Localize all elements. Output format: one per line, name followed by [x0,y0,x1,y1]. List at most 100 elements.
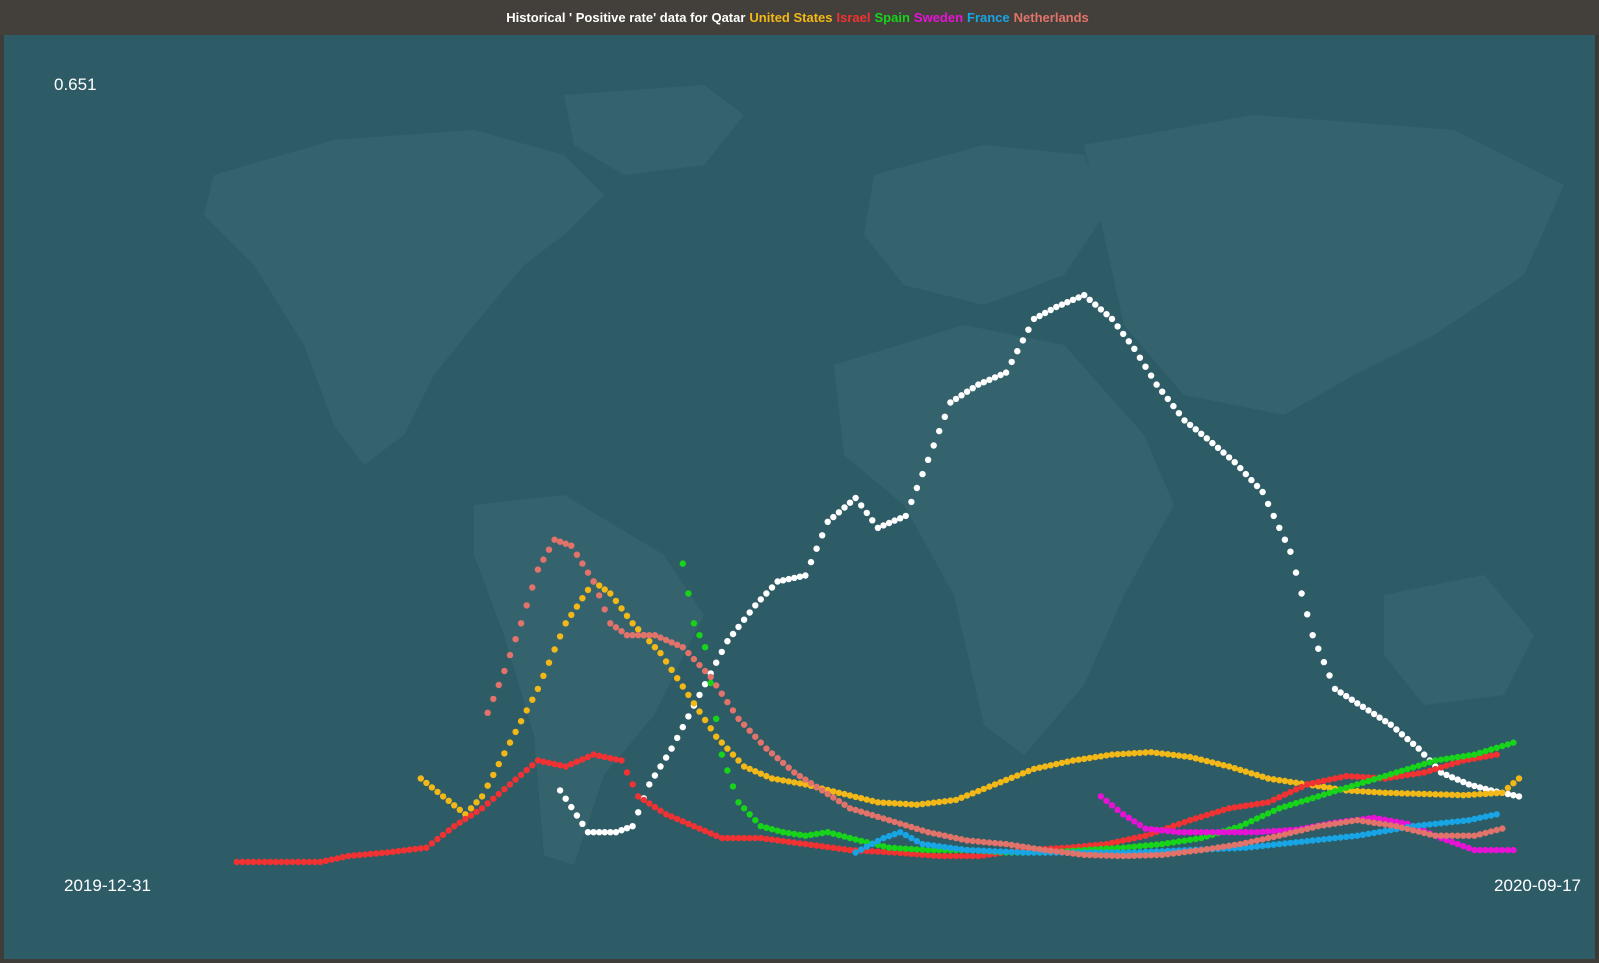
data-point [1448,791,1456,798]
data-point [874,813,882,820]
series-legend-france: France [967,10,1010,25]
data-point [350,852,358,859]
data-point [1002,848,1010,855]
data-point [1354,787,1361,795]
data-point [1120,837,1127,844]
world-map-background [204,85,1564,865]
data-point [1209,845,1216,852]
data-point [1142,852,1149,859]
data-point [807,841,815,848]
data-point [484,709,491,716]
data-point [1482,846,1489,854]
x-start-label: 2019-12-31 [64,876,151,895]
data-point [1460,817,1467,824]
data-point [1504,784,1512,792]
data-point [1276,794,1283,801]
data-point [423,844,430,851]
africa-landmass [834,325,1174,755]
data-point [1170,839,1177,846]
data-point [473,799,480,806]
data-point [1398,824,1406,831]
data-point [874,848,882,855]
data-point [1504,846,1512,854]
data-point [1382,827,1389,835]
data-point [724,745,731,752]
data-point [1387,721,1395,728]
data-point [1326,821,1333,828]
data-point [1248,476,1255,484]
data-point [1136,833,1144,841]
data-point [1482,748,1489,755]
data-point [1220,762,1227,769]
data-point [752,602,759,609]
data-point [1231,804,1238,811]
data-point [1253,800,1261,808]
data-point [729,783,737,790]
data-point [317,858,324,866]
data-point [975,381,982,388]
data-point [802,572,809,579]
data-point [858,502,865,509]
data-point [523,602,530,609]
data-point [768,836,776,843]
data-point [501,786,508,793]
data-point [919,470,926,478]
data-point [1092,301,1099,308]
data-point [1170,402,1177,410]
data-point [819,829,826,837]
data-point [841,504,848,511]
data-point [512,728,519,736]
data-point [1499,846,1506,854]
data-point [596,829,603,836]
data-point [919,851,926,858]
data-point [830,844,837,851]
data-point [501,667,508,675]
data-point [807,831,815,838]
data-point [1270,807,1277,814]
data-point [902,800,909,808]
data-point [1248,843,1255,851]
data-point [1108,802,1116,809]
data-point [239,858,246,866]
data-point [1142,842,1149,849]
data-point [1510,846,1517,854]
data-point [1365,818,1372,826]
data-point [506,781,514,788]
data-point [707,673,714,681]
data-point [830,788,837,795]
data-point [1142,749,1149,756]
data-point [880,522,887,529]
data-point [1365,707,1372,714]
data-point [796,772,804,780]
data-point [1036,312,1043,320]
data-point [1153,826,1160,833]
data-point [991,374,999,381]
data-point [356,851,363,859]
data-point [874,799,882,806]
data-point [824,843,831,851]
data-point [255,858,263,866]
data-point [1298,798,1305,805]
data-point [1287,548,1294,555]
data-point [1320,783,1328,791]
data-point [545,546,553,553]
data-point [752,834,759,842]
data-point [1359,779,1367,786]
data-point [685,820,692,827]
data-point [657,634,664,641]
data-point [517,771,525,779]
data-point [601,586,608,593]
data-point [1370,776,1378,783]
data-point [891,831,898,838]
data-point [1192,426,1199,433]
data-point [612,597,620,605]
data-point [1487,812,1495,819]
data-point [657,649,664,657]
data-point [1214,444,1222,451]
data-point [885,849,893,856]
data-point [1448,818,1456,826]
data-point [1220,843,1227,850]
data-point [891,844,898,852]
data-point [791,839,798,846]
data-point [846,834,854,842]
